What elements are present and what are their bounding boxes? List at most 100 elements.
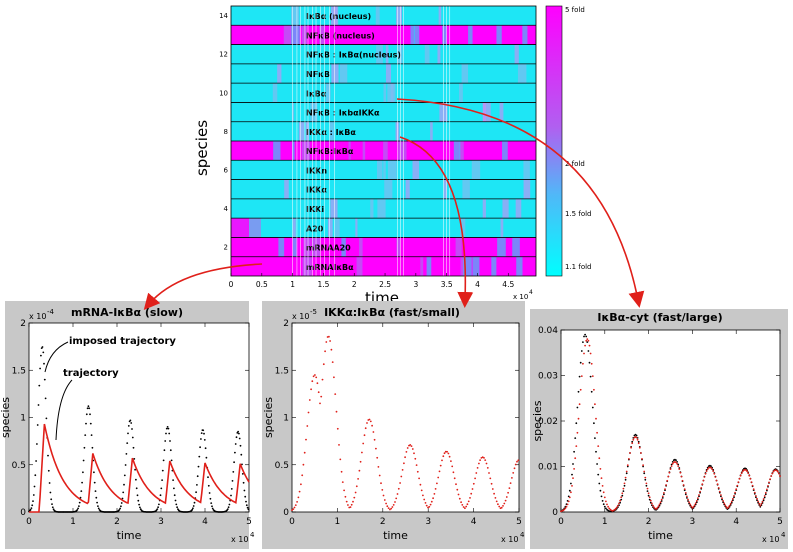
data-point — [134, 468, 137, 471]
data-point — [755, 495, 757, 497]
heatmap-ytick-8: 8 — [224, 128, 228, 136]
data-point — [591, 375, 594, 377]
data-point — [208, 492, 211, 494]
data-point — [322, 363, 325, 366]
data-point — [647, 492, 650, 495]
data-point — [733, 495, 735, 497]
heatmap-xtick-2: 2 — [352, 280, 357, 289]
data-point — [31, 504, 34, 507]
data-point — [347, 504, 349, 506]
data-point — [658, 503, 661, 506]
data-point — [192, 505, 195, 507]
data-point — [231, 480, 234, 482]
data-point — [690, 505, 693, 508]
data-point — [403, 462, 405, 465]
data-point — [89, 422, 92, 425]
data-point — [516, 460, 518, 463]
data-point — [397, 487, 400, 490]
data-point — [596, 431, 598, 434]
data-point — [607, 505, 609, 508]
data-point — [195, 491, 198, 494]
data-point — [211, 507, 214, 510]
data-point — [720, 495, 722, 498]
data-point — [156, 508, 159, 510]
heatmap-row-label-6: NFκB : IκbαIKKα — [306, 109, 380, 118]
panel-2-ytick-2: 2 — [283, 319, 289, 329]
data-point — [721, 498, 723, 501]
data-point — [715, 479, 718, 482]
data-point — [663, 492, 665, 494]
data-point — [764, 493, 767, 496]
data-point — [416, 470, 419, 473]
panel-2-ytick-0: 0 — [283, 508, 289, 518]
arrow-to-panel-1 — [143, 263, 263, 311]
data-point — [574, 457, 577, 460]
data-point — [301, 474, 304, 477]
data-point — [724, 504, 727, 507]
panel-3-ytick-0.03: 0.03 — [538, 372, 558, 382]
data-point — [597, 445, 600, 447]
data-point — [443, 452, 446, 455]
data-point — [578, 375, 581, 378]
data-point — [602, 491, 605, 494]
data-point — [655, 508, 658, 510]
data-point — [434, 488, 437, 490]
data-point — [772, 470, 775, 473]
data-point — [168, 432, 171, 435]
data-point — [124, 464, 127, 466]
data-point — [568, 496, 571, 499]
data-point — [589, 375, 592, 378]
panel-3-ytick-0: 0 — [552, 508, 558, 518]
heatmap-row-label-9: IKKn — [306, 166, 327, 175]
data-point — [47, 469, 50, 472]
data-point — [757, 500, 759, 503]
colorbar-label-5fold: 5 fold — [565, 6, 585, 14]
data-point — [343, 489, 345, 492]
data-point — [620, 498, 623, 501]
data-point — [82, 471, 84, 474]
data-point — [642, 464, 644, 467]
data-point — [736, 484, 739, 487]
data-point — [159, 494, 162, 497]
data-point — [679, 471, 682, 474]
data-point — [573, 450, 575, 453]
data-point — [621, 494, 624, 497]
series-trajectory — [291, 335, 520, 512]
data-point — [664, 488, 666, 490]
data-point — [308, 399, 311, 401]
heatmap-row-label-5: IκBα — [306, 89, 327, 98]
data-point — [325, 341, 328, 343]
data-point — [33, 485, 36, 488]
data-point — [675, 461, 677, 464]
data-point — [605, 507, 607, 510]
data-point — [577, 417, 580, 420]
data-point — [422, 494, 424, 497]
data-point — [464, 507, 466, 510]
data-point — [653, 506, 655, 509]
data-point — [211, 505, 213, 508]
data-point — [43, 362, 45, 365]
data-point — [302, 463, 305, 466]
data-point — [350, 503, 353, 506]
data-point — [593, 388, 595, 391]
data-point — [164, 440, 167, 442]
data-point — [467, 500, 470, 503]
data-point — [240, 453, 243, 456]
data-point — [228, 503, 231, 506]
data-point — [355, 485, 358, 488]
heatmap-xtick-1: 1 — [290, 280, 295, 289]
data-point — [447, 452, 450, 455]
data-point — [483, 457, 485, 459]
data-point — [95, 496, 98, 499]
heatmap-row-label-3: NFκB : IκBα(nucleus) — [306, 51, 401, 60]
heatmap-row-10 — [231, 179, 536, 199]
data-point — [411, 448, 414, 450]
data-point — [173, 494, 176, 497]
data-point — [595, 417, 597, 420]
data-point — [615, 506, 618, 509]
data-point — [705, 470, 708, 472]
data-point — [577, 390, 580, 393]
data-point — [42, 351, 45, 354]
data-point — [451, 465, 454, 468]
